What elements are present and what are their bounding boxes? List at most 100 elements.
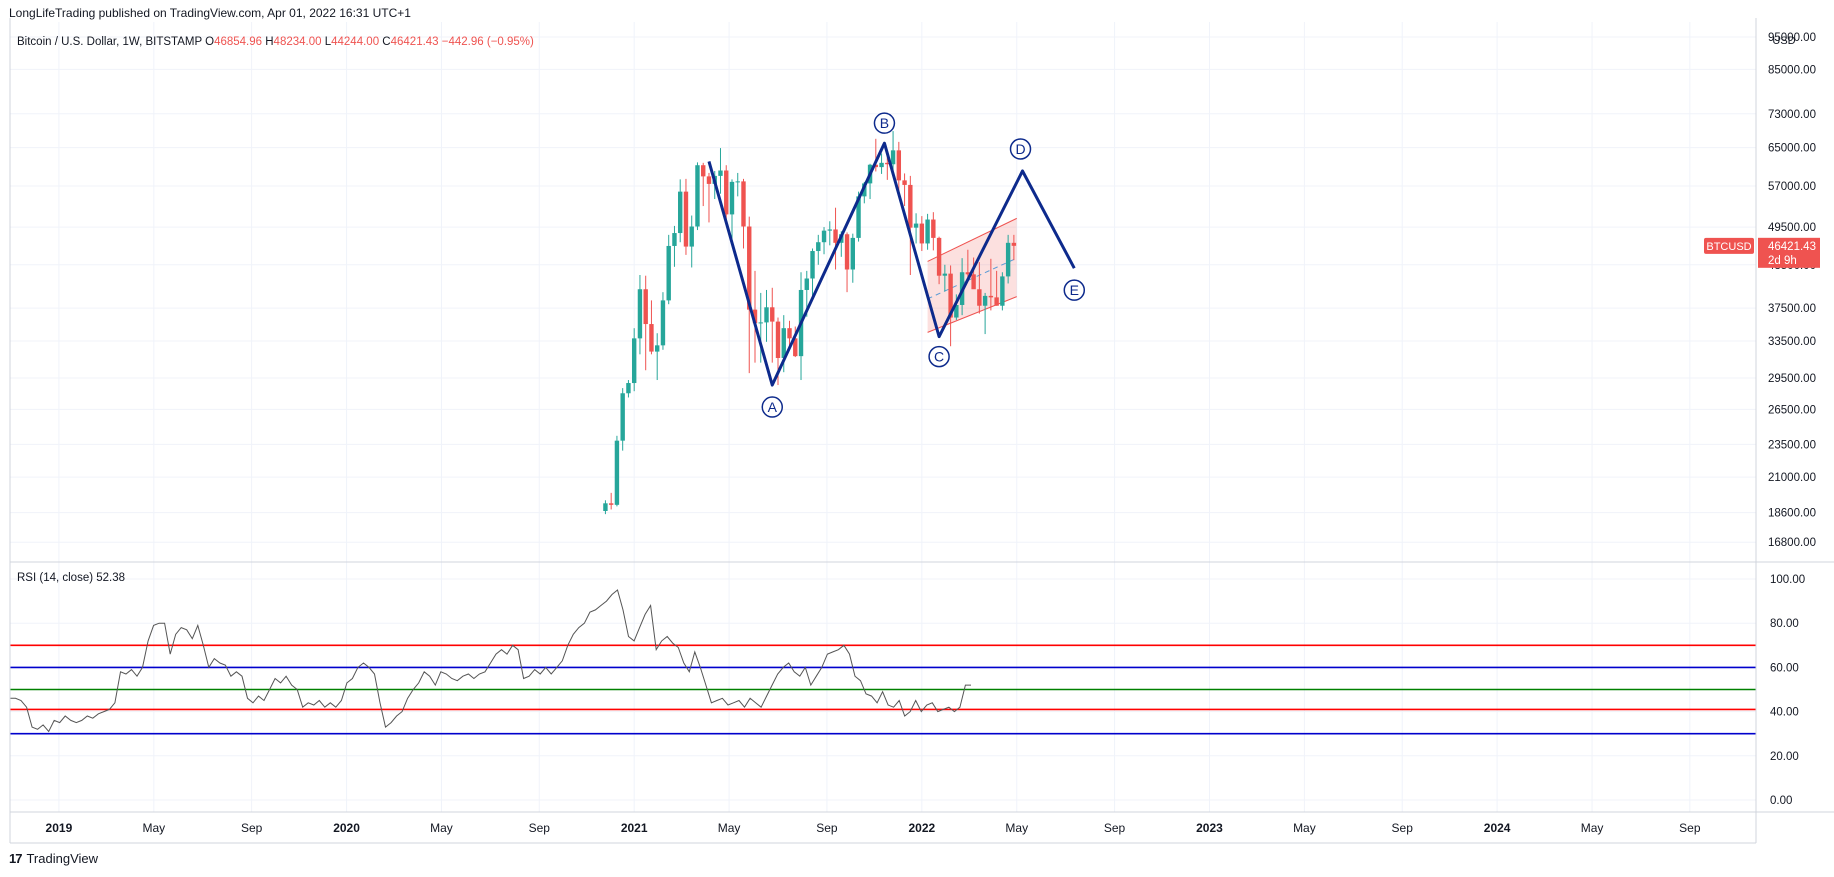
x-tick-label: Sep [816, 821, 838, 835]
candle-body [816, 242, 821, 252]
wave-label-circle [761, 396, 784, 418]
wave-label-d: D [1015, 141, 1025, 157]
candle-body [844, 234, 850, 270]
candle-body [908, 184, 913, 228]
candle-body [1011, 242, 1017, 246]
rsi-tick-label: 20.00 [1770, 751, 1799, 763]
last-price-label: 46421.43 [1768, 241, 1816, 253]
last-price-bg [1758, 237, 1820, 268]
rsi-legend-label: RSI (14, close) 52.38 [17, 572, 125, 584]
candle-body [775, 321, 781, 358]
candle-body [666, 245, 671, 301]
candle-body [879, 162, 884, 168]
symbol-tag: BTCUSD [1706, 241, 1751, 253]
price-tick-label: 26500.00 [1768, 404, 1816, 416]
x-tick-label: Sep [1104, 821, 1126, 835]
x-tick-label: May [142, 821, 165, 835]
candle-body [787, 328, 792, 339]
price-tick-label: 33500.00 [1768, 336, 1816, 348]
x-tick-label: Sep [1679, 821, 1701, 835]
tradingview-footer[interactable]: 17 TradingView [9, 851, 98, 866]
x-tick-label: May [1293, 821, 1316, 835]
candle-body [654, 345, 660, 352]
x-tick-label: 2019 [46, 821, 73, 835]
candle-body [982, 295, 988, 306]
rsi-tick-label: 40.00 [1770, 707, 1799, 719]
candle-body [833, 229, 838, 243]
candle-body [752, 309, 758, 324]
candle-body [965, 272, 971, 275]
countdown-label: 2d 9h [1768, 255, 1797, 267]
candle-body [885, 162, 890, 165]
wave-label-a: A [768, 399, 778, 415]
candle-body [603, 503, 608, 512]
rsi-tick-label: 80.00 [1770, 618, 1799, 630]
symbol-legend: Bitcoin / U.S. Dollar, 1W, BITSTAMP O468… [17, 36, 534, 48]
candle-body [931, 219, 936, 238]
candle-body [695, 165, 700, 227]
candle-body [729, 181, 735, 215]
x-tick-label: 2021 [621, 821, 648, 835]
candle-body [660, 300, 666, 346]
candle-body [925, 219, 930, 244]
candle-body [988, 295, 994, 298]
candle-body [793, 338, 798, 357]
candle-body [781, 328, 786, 358]
wave-label-circle [873, 112, 896, 134]
candle-body [856, 196, 861, 238]
candle-body [994, 297, 999, 306]
candle-body [1000, 276, 1005, 306]
candle-body [643, 289, 648, 325]
currency-label: USD [1772, 35, 1795, 47]
candle-body [631, 338, 637, 384]
legend-layer: Bitcoin / U.S. Dollar, 1W, BITSTAMP O468… [17, 36, 534, 584]
x-tick-label: Sep [529, 821, 551, 835]
candle-body [770, 307, 775, 322]
candle-body [896, 150, 902, 181]
price-tick-label: 23500.00 [1768, 439, 1816, 451]
candle-body [948, 273, 953, 318]
published-caption: LongLifeTrading published on TradingView… [9, 6, 411, 20]
price-tick-label: 16800.00 [1768, 537, 1816, 549]
candle-body [919, 223, 925, 244]
tradingview-logo-icon: 17 [9, 851, 23, 866]
candle-body [821, 230, 827, 243]
price-tick-label: 65000.00 [1768, 143, 1816, 155]
wave-line [707, 141, 1076, 387]
wave-label-b: B [880, 115, 889, 131]
price-tick-label: 57000.00 [1768, 181, 1816, 193]
candle-body [706, 176, 712, 184]
candle-body [724, 170, 729, 215]
axes-layer: 2019 May Sep 2020 May Sep 2021 May Sep 2022 May Sep… [9, 18, 1834, 844]
x-tick-label: Sep [241, 821, 263, 835]
rsi-tick-label: 100.00 [1770, 574, 1805, 586]
candle-body [620, 393, 625, 441]
wave-label-e: E [1070, 282, 1079, 298]
candle-body [689, 226, 694, 247]
candle-body [626, 383, 631, 394]
candle-body [683, 191, 689, 247]
candle-body [850, 237, 855, 270]
candle-body [810, 251, 815, 279]
wave-label-c: C [934, 349, 944, 365]
candle-body [758, 322, 763, 324]
candle-body [735, 181, 740, 183]
rsi-line [10, 589, 971, 733]
price-tick-label: 85000.00 [1768, 64, 1816, 76]
grid-layer [10, 22, 1756, 812]
rsi-tick-label: 60.00 [1770, 662, 1799, 674]
candle-body [913, 223, 919, 228]
candle-body [890, 150, 896, 165]
price-tick-label: 29500.00 [1768, 373, 1816, 385]
x-tick-label: May [1005, 821, 1028, 835]
candle-body [614, 440, 620, 505]
x-tick-label: May [718, 821, 741, 835]
price-tick-label: 73000.00 [1768, 109, 1816, 121]
candle-body [764, 307, 769, 323]
candle-body [701, 165, 706, 177]
candle-body [827, 229, 832, 231]
candle-body [608, 503, 614, 505]
rsi-pane [10, 589, 1756, 735]
x-tick-label: 2023 [1196, 821, 1223, 835]
